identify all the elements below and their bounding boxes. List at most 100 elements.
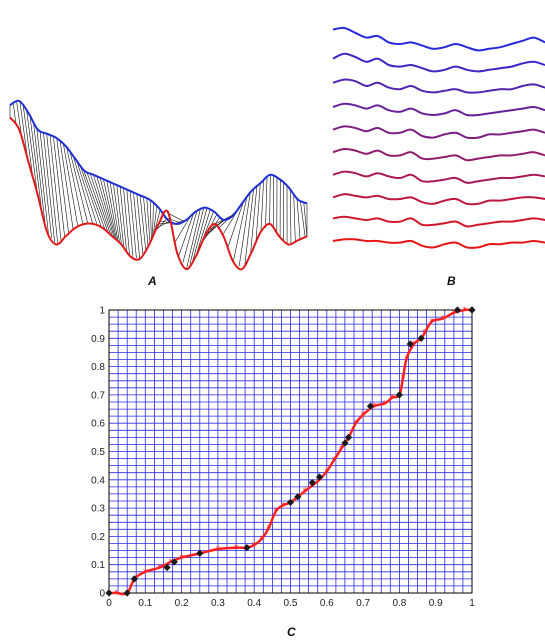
c-tick-labels: 0 0.1 0.2 0.3 0.4 0.5 0.6 0.7 0.8 0.9 1 0 0.1 0.2 0.3 0… — [91, 306, 475, 610]
a-connector-line — [19, 101, 28, 160]
a-connector-line — [152, 206, 158, 236]
c-warp-path-marker: * — [401, 374, 406, 384]
c-warp-path-marker: * — [266, 524, 271, 534]
c-warp-path-marker: * — [404, 354, 409, 364]
a-connector-line — [260, 180, 264, 232]
c-diamond-marker — [315, 473, 324, 481]
c-warp-path-marker: * — [462, 306, 467, 316]
c-diamond-marker — [366, 402, 374, 410]
c-y-tick-label: 0.9 — [91, 334, 105, 345]
c-diamond-marker — [417, 334, 425, 342]
c-warp-path-marker: * — [332, 456, 337, 466]
c-diamond-marker — [130, 575, 138, 583]
c-y-tick-label: 1 — [99, 306, 105, 317]
c-warp-path-marker: * — [383, 399, 388, 409]
a-upper-series-line — [9, 99, 308, 226]
a-connector-line — [86, 171, 109, 233]
c-diamond-marker — [341, 439, 349, 447]
a-connector-line — [303, 201, 308, 237]
b-curve-line — [332, 215, 545, 228]
a-connector-line — [23, 106, 34, 178]
a-connector-line — [93, 174, 113, 237]
c-diamond-marker — [163, 563, 171, 572]
c-y-tick-label: 0.8 — [91, 362, 105, 373]
c-warp-path-marker: * — [354, 419, 359, 429]
c-y-tick-label: 0.1 — [91, 560, 105, 571]
a-connector-line — [293, 193, 296, 242]
a-connector-line — [26, 110, 38, 194]
c-warp-path-marker: * — [281, 501, 286, 511]
a-connector-line — [79, 165, 102, 228]
c-x-tick-label: 0.6 — [320, 598, 334, 609]
c-warp-path-marker: * — [114, 589, 119, 599]
c-diamond-marker — [308, 479, 316, 487]
c-warp-path-marker: * — [452, 309, 457, 319]
c-y-tick-label: 0.5 — [91, 447, 105, 458]
c-warp-path-marker: * — [317, 476, 322, 486]
c-y-tick-label: 0.6 — [91, 419, 105, 430]
a-connector-line — [152, 203, 154, 238]
a-connector-line — [56, 138, 69, 234]
a-connector-line — [119, 186, 127, 252]
c-warp-path-marker: * — [168, 558, 173, 568]
c-x-tick-label: 0.3 — [211, 598, 225, 609]
c-diamond-marker — [345, 433, 353, 441]
b-curve-group — [332, 26, 545, 249]
a-connector-line — [133, 192, 140, 259]
panel-a-warping-plot: A — [9, 99, 308, 288]
b-curve-line — [332, 78, 545, 94]
a-connector-line — [192, 208, 208, 261]
a-connector-line — [233, 196, 248, 262]
c-diamond-marker — [468, 306, 476, 314]
c-warp-path-marker: * — [310, 482, 315, 492]
c-y-tick-label: 0.3 — [91, 504, 105, 515]
b-curve-line — [332, 147, 545, 162]
a-connector-line — [116, 185, 125, 248]
c-x-tick-label: 0.4 — [247, 598, 261, 609]
c-warp-path-marker: * — [361, 411, 366, 421]
a-connector-line — [43, 132, 55, 243]
c-warp-path-line — [109, 308, 473, 596]
a-connector-line — [136, 193, 144, 255]
a-connector-line — [49, 135, 62, 241]
c-x-tick-label: 0.1 — [138, 598, 152, 609]
a-connector-line — [255, 183, 261, 243]
c-warp-path-marker: * — [252, 541, 257, 551]
a-connector-line — [53, 136, 65, 238]
c-x-tick-label: 0.2 — [175, 598, 189, 609]
c-warp-path-marker: * — [179, 554, 184, 564]
c-diamond-marker — [123, 589, 131, 597]
a-connector-line — [13, 103, 17, 126]
a-connector-line — [46, 133, 58, 244]
a-connector-line — [155, 218, 168, 232]
a-connector-line — [29, 115, 42, 211]
c-diamond-marker — [243, 544, 251, 552]
c-warp-path-marker: * — [158, 564, 163, 574]
c-warp-path-marker: * — [274, 507, 279, 517]
c-axes-frame — [108, 309, 473, 594]
panel-c-label: C — [287, 625, 296, 639]
c-warp-path-marker: * — [216, 545, 221, 555]
b-curve-line — [332, 102, 545, 117]
a-connector-line — [96, 176, 115, 239]
panel-b-label: B — [447, 274, 456, 288]
a-connector-line — [178, 213, 194, 256]
c-warp-path-marker: * — [259, 535, 264, 545]
c-diamond-markers — [105, 306, 476, 597]
c-x-tick-label: 1 — [469, 598, 475, 609]
a-connector-line — [290, 189, 292, 244]
a-connector-line — [174, 216, 191, 243]
c-warp-path-marker: * — [143, 568, 148, 578]
a-connector-line — [186, 209, 201, 269]
c-warp-path-marker: * — [441, 315, 446, 325]
c-y-tick-label: 0.2 — [91, 532, 105, 543]
a-connector-line — [63, 144, 79, 227]
a-connector-line — [244, 189, 254, 265]
b-curve-line — [332, 193, 545, 206]
a-connector-line — [146, 198, 151, 243]
c-diamond-marker — [286, 498, 295, 506]
c-diamond-marker — [395, 391, 403, 399]
a-connector-line — [129, 190, 137, 259]
a-connector-line — [33, 121, 46, 225]
c-warp-path-marker: * — [390, 394, 395, 404]
